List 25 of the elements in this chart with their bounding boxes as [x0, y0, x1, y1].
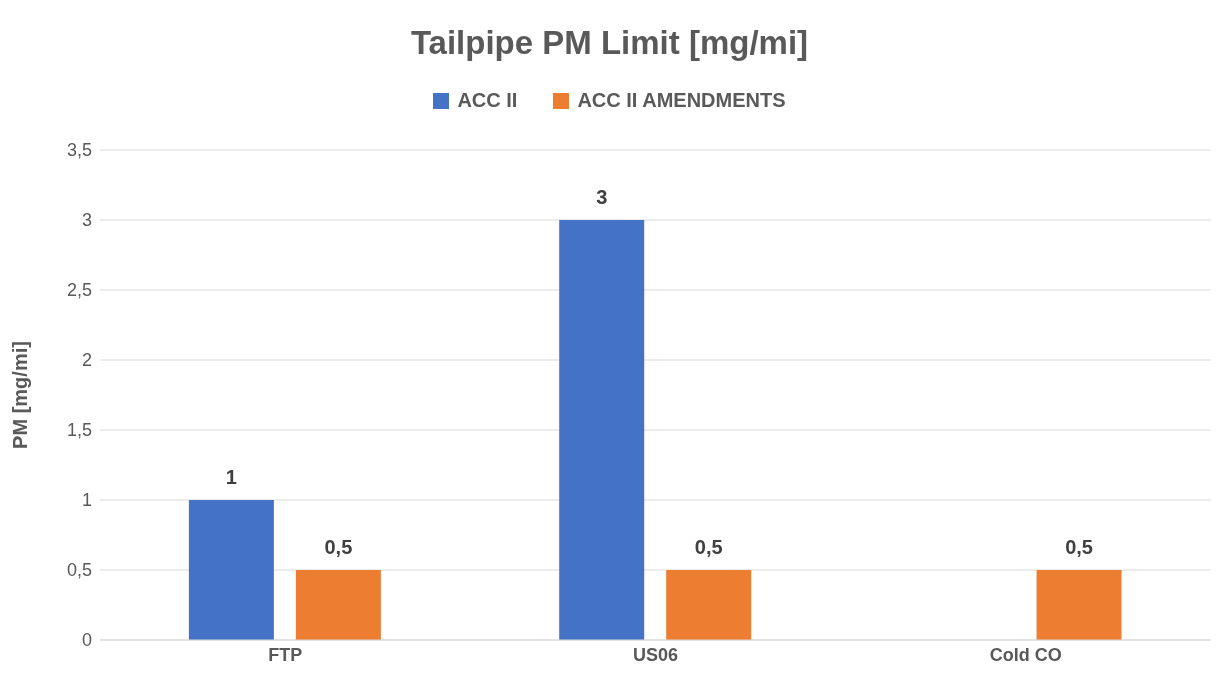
- y-tick-label: 1: [81, 490, 92, 511]
- x-tick-label: US06: [632, 644, 679, 665]
- y-tick-label: 0,5: [66, 560, 92, 581]
- chart-title: Tailpipe PM Limit [mg/mi]: [410, 24, 809, 62]
- legend-label: ACC II: [457, 89, 518, 112]
- data-label: 3: [596, 186, 608, 208]
- bar: [1036, 570, 1122, 640]
- y-tick-label: 2,5: [66, 280, 92, 301]
- bar: [295, 570, 381, 640]
- x-tick-label: FTP: [268, 644, 303, 665]
- bar: [188, 500, 274, 640]
- data-label: 0,5: [1065, 536, 1093, 558]
- bar: [666, 570, 752, 640]
- y-tick-label: 3,5: [66, 140, 92, 161]
- legend-label: ACC II AMENDMENTS: [577, 89, 786, 112]
- y-tick-label: 0: [81, 630, 92, 651]
- data-label: 1: [225, 466, 237, 488]
- data-label: 0,5: [694, 536, 723, 558]
- y-tick-label: 1,5: [66, 420, 92, 441]
- bar: [559, 220, 645, 640]
- y-axis-title: PM [mg/mi]: [9, 341, 32, 449]
- data-label: 0,5: [324, 536, 353, 558]
- y-tick-label: 2: [81, 350, 92, 371]
- y-tick-label: 3: [81, 210, 92, 231]
- x-tick-label: Cold CO: [989, 644, 1062, 665]
